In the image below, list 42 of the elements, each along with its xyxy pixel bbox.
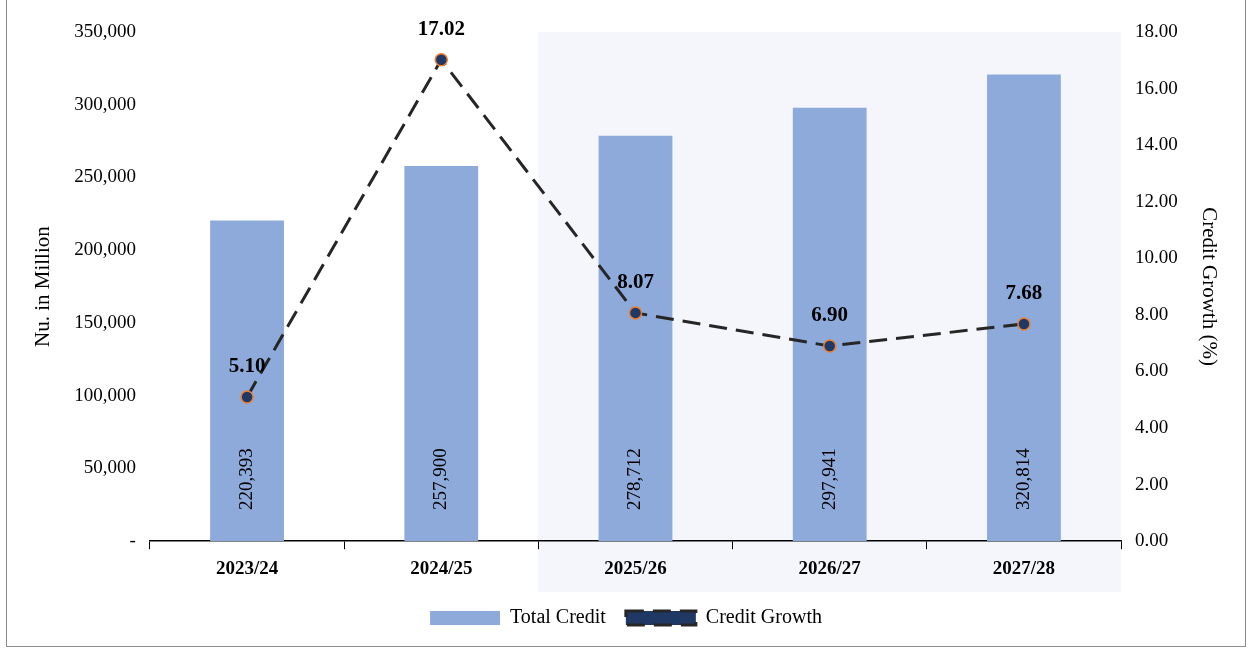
x-tick-label: 2025/26 [604, 556, 667, 578]
y-tick-label: 50,000 [83, 456, 136, 478]
y-axis-title: Nu. in Million [30, 225, 55, 347]
y2-tick-label: 6.00 [1135, 359, 1169, 381]
x-tick-label: 2027/28 [992, 556, 1056, 578]
data-label: 5.10 [228, 353, 266, 378]
data-label: 6.90 [811, 302, 849, 327]
y2-tick-label: 8.00 [1135, 302, 1169, 324]
data-label: 7.68 [1005, 280, 1043, 305]
data-label: 257,900 [429, 448, 451, 511]
bar [404, 165, 479, 542]
data-label: 8.07 [617, 269, 654, 294]
y-tick-label: 300,000 [74, 92, 136, 114]
bar [987, 74, 1061, 542]
legend-label: Credit Growth [705, 605, 822, 628]
data-label: 320,814 [1011, 447, 1033, 511]
y2-tick-label: 10.00 [1135, 246, 1178, 268]
y2-tick-label: 2.00 [1135, 472, 1169, 494]
y2-tick-label: 4.00 [1135, 416, 1169, 438]
y-tick-label: 150,000 [74, 310, 136, 332]
y2-tick-label: 0.00 [1135, 529, 1169, 551]
y2-tick-label: 16.00 [1135, 76, 1178, 98]
y-tick-label: 200,000 [74, 238, 136, 260]
data-label: 17.02 [417, 16, 465, 41]
data-label: 297,941 [817, 448, 839, 511]
x-tick-label: 2023/24 [215, 556, 279, 578]
y-tick-label: 250,000 [74, 165, 136, 187]
x-tick-label: 2026/27 [798, 556, 862, 578]
bar [210, 220, 284, 542]
data-label: 278,712 [623, 448, 645, 511]
bar [792, 107, 867, 542]
data-label: 220,393 [235, 448, 257, 511]
x-tick-label: 2024/25 [410, 556, 473, 578]
legend-label: Total Credit [510, 605, 607, 628]
y-tick-label: - [129, 529, 136, 551]
y2-tick-label: 14.00 [1135, 133, 1178, 155]
y-tick-label: 350,000 [74, 19, 136, 41]
y2-tick-label: 18.00 [1135, 19, 1178, 41]
y2-axis-title: Credit Growth (%) [1197, 207, 1222, 366]
y2-tick-label: 12.00 [1135, 189, 1178, 211]
bar [598, 135, 673, 542]
y-tick-label: 100,000 [74, 383, 136, 405]
